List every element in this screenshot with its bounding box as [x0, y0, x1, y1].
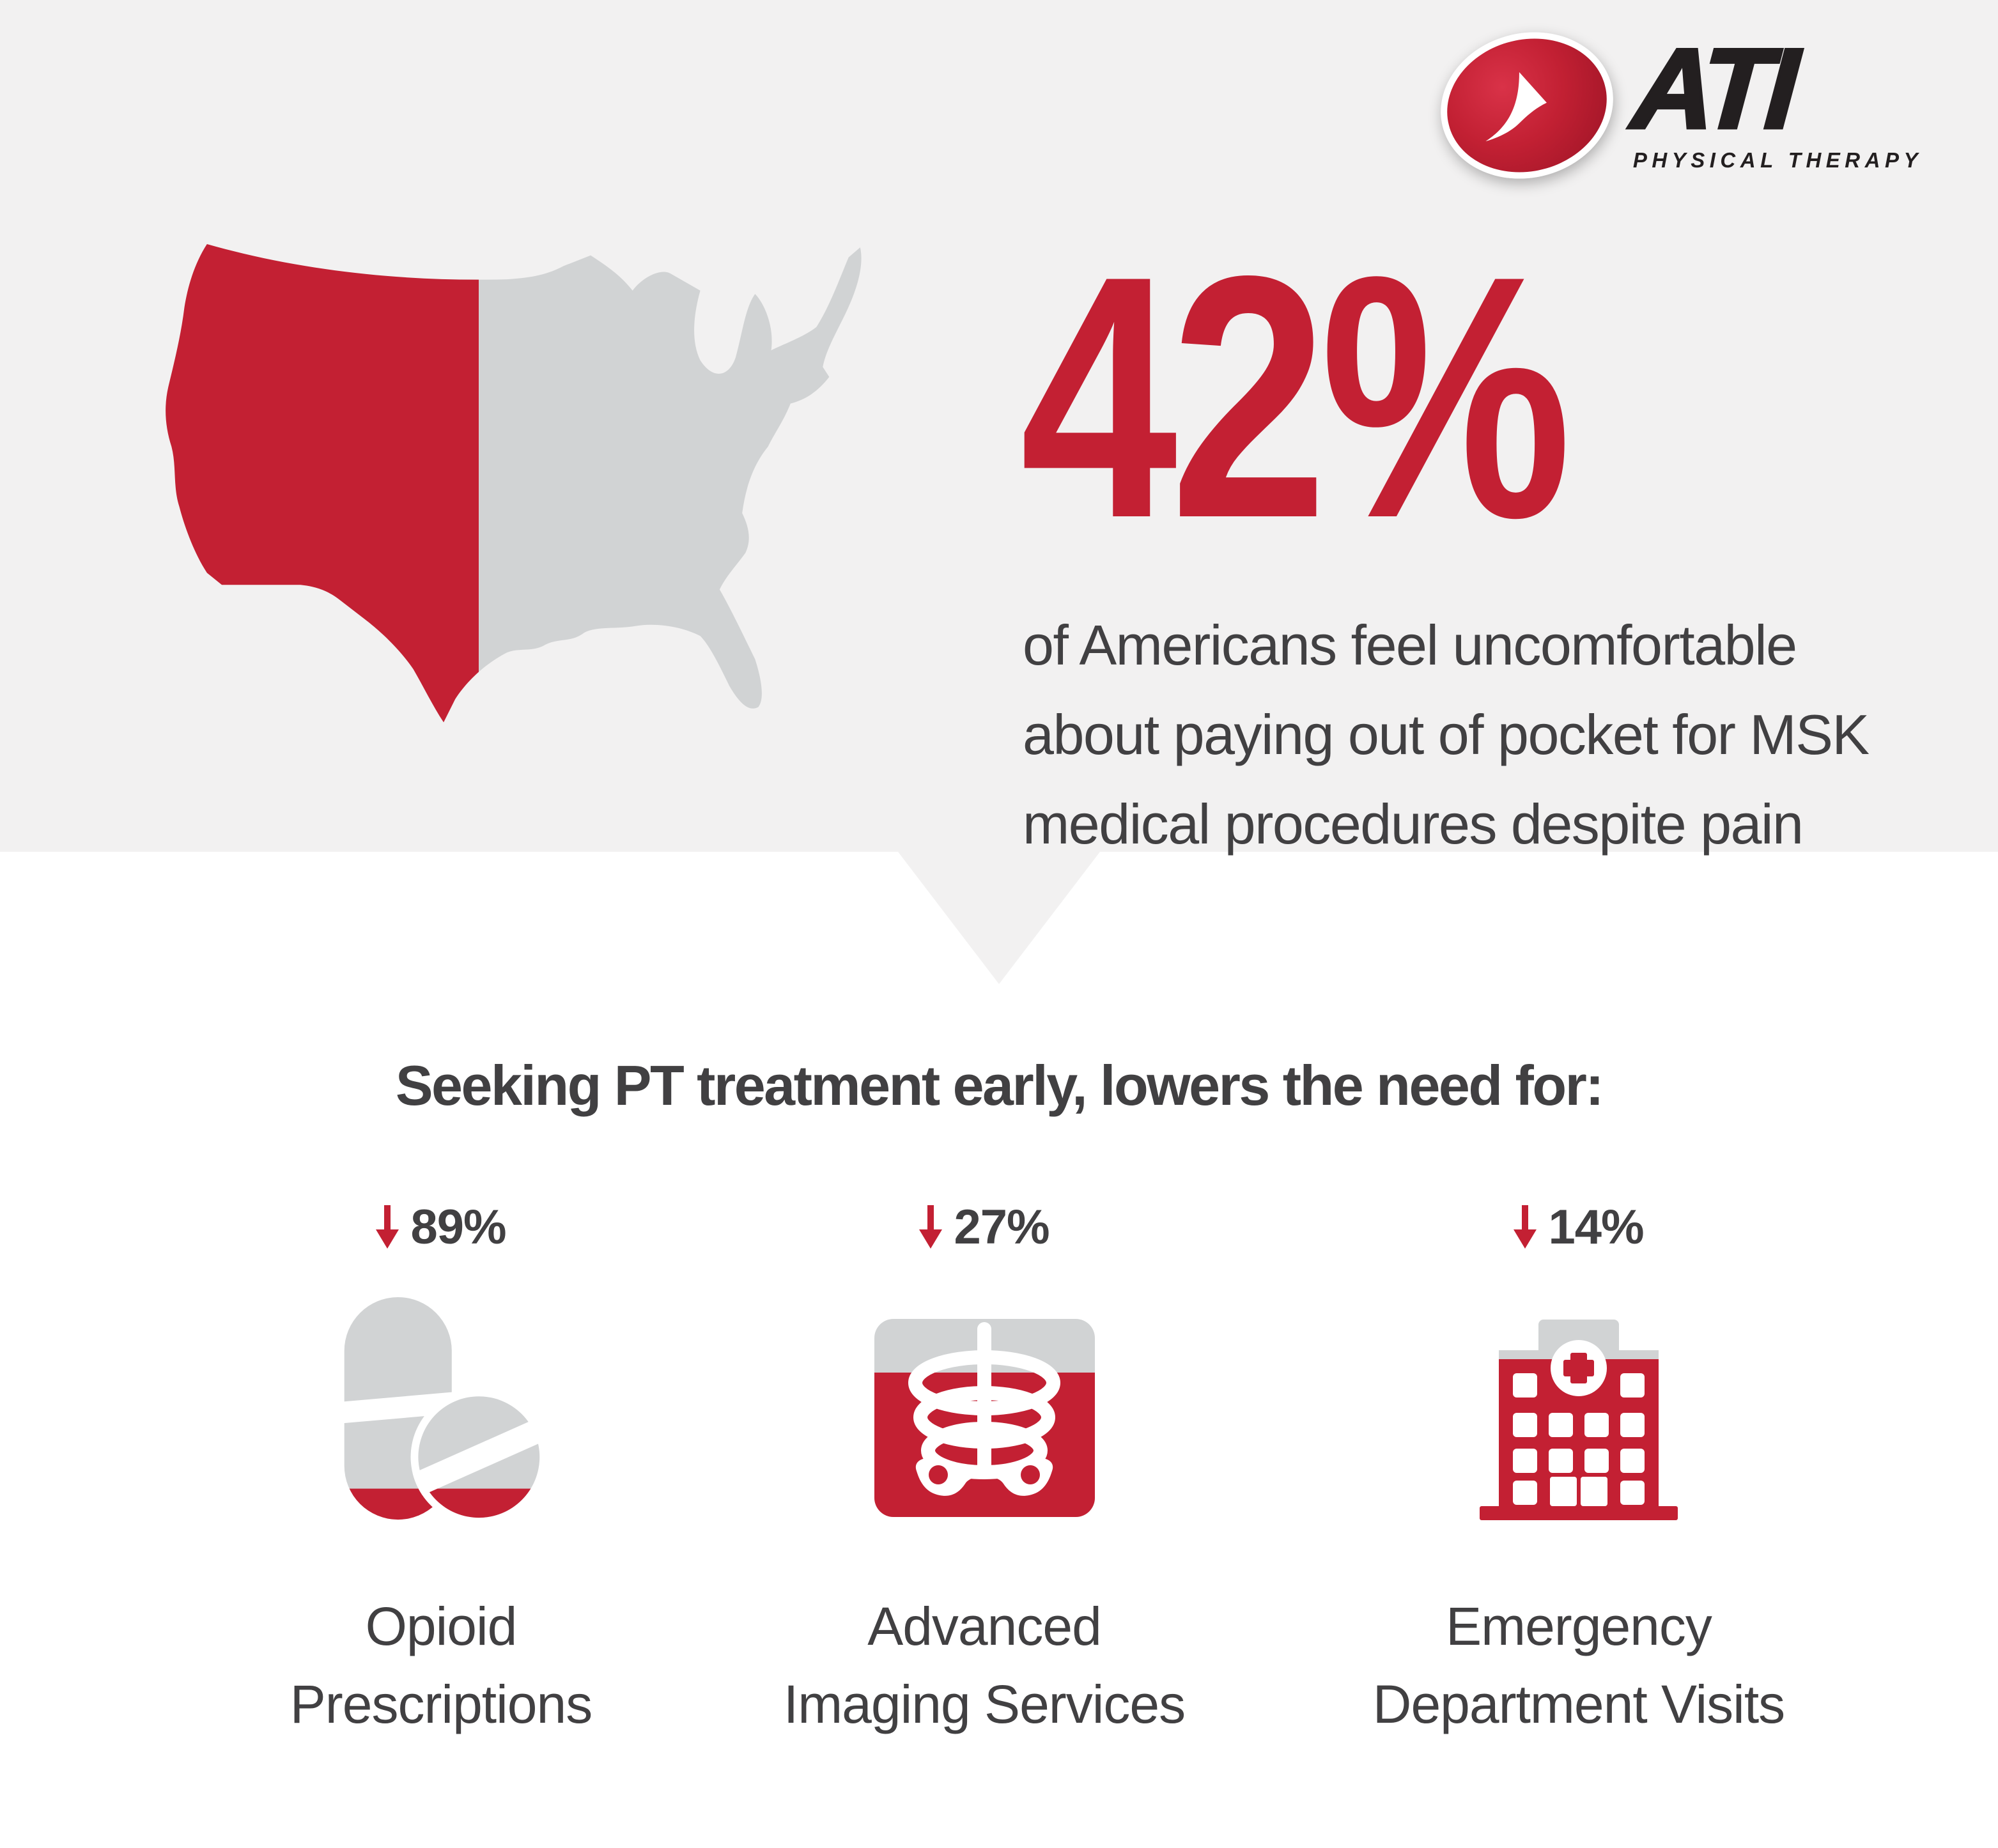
stat-label-line-2: Prescriptions	[290, 1674, 593, 1734]
down-arrow-icon	[919, 1205, 943, 1249]
stat-label-line-1: Emergency	[1446, 1596, 1712, 1656]
hero-description-line-2: about paying out of pocket for MSK	[1023, 703, 1870, 766]
stat-line: 14%	[1514, 1199, 1645, 1254]
stat-column-emergency: 14%	[1336, 1199, 1822, 1743]
stat-value: 89%	[410, 1199, 506, 1254]
stat-column-opioid: 89% Opioid Prescriptions	[198, 1199, 684, 1743]
us-map-silhouette	[166, 243, 862, 723]
stat-label-line-1: Advanced	[867, 1596, 1102, 1656]
down-pointer-shape	[898, 852, 1100, 984]
stat-value: 14%	[1548, 1199, 1644, 1254]
ati-logo-text: ATI PHYSICAL THERAPY	[1627, 24, 1923, 173]
xray-icon	[874, 1293, 1095, 1523]
hero-description: of Americans feel uncomfortable about pa…	[1023, 601, 1870, 869]
ati-logo: ATI PHYSICAL THERAPY	[1425, 14, 1923, 197]
hospital-icon	[1480, 1293, 1678, 1523]
stat-label-line-2: Department Visits	[1372, 1674, 1785, 1734]
stat-label-line-1: Opioid	[365, 1596, 518, 1656]
stat-label-line-2: Imaging Services	[783, 1674, 1186, 1734]
down-arrow-icon	[376, 1205, 399, 1249]
section-heading: Seeking PT treatment early, lowers the n…	[395, 1054, 1604, 1117]
down-arrow-icon	[1514, 1205, 1537, 1249]
ati-tagline: PHYSICAL THERAPY	[1632, 148, 1923, 172]
mountain-peak-icon	[1460, 46, 1593, 165]
stat-line: 27%	[919, 1199, 1050, 1254]
stat-label: Opioid Prescriptions	[290, 1587, 593, 1743]
stat-column-imaging: 27% Advanced	[741, 1199, 1227, 1743]
hero-stat: 42%	[1020, 204, 1572, 590]
ati-wordmark: ATI	[1627, 24, 1798, 154]
hero-description-line-3: medical procedures despite pain	[1023, 792, 1804, 856]
stat-label: Emergency Department Visits	[1373, 1587, 1785, 1743]
stat-value: 27%	[954, 1199, 1049, 1254]
us-map	[146, 227, 874, 732]
hero-description-line-1: of Americans feel uncomfortable	[1023, 613, 1797, 677]
ati-logo-mark	[1425, 14, 1629, 197]
stat-label: Advanced Imaging Services	[783, 1587, 1186, 1743]
pills-icon	[342, 1293, 540, 1523]
stat-line: 89%	[376, 1199, 507, 1254]
